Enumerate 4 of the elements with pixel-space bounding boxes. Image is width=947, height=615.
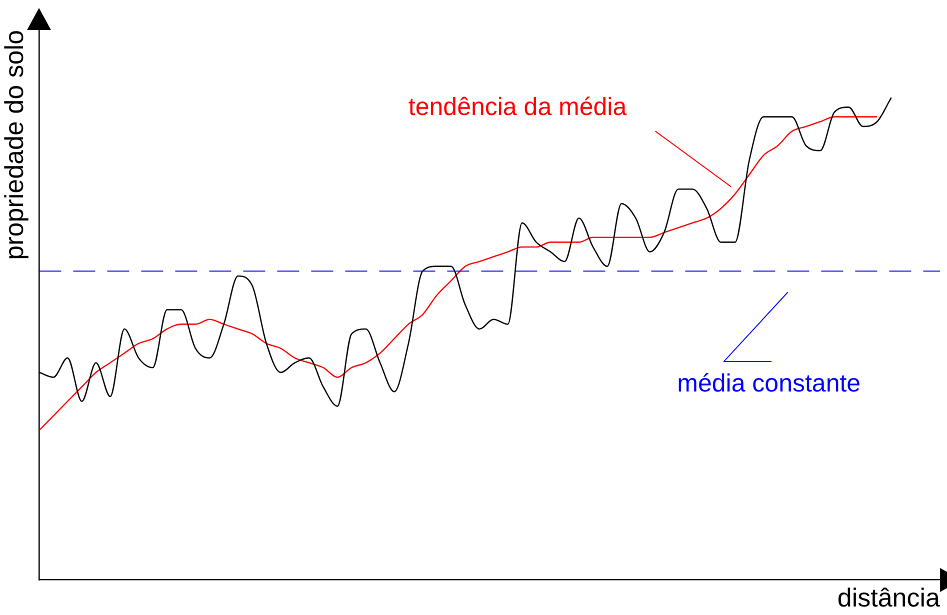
text: tendência da média [408,92,627,121]
x-axis-title: distância [837,582,941,613]
y-axis-title: propriedade do solo [0,30,29,260]
ref-line-label: média constante [677,370,861,398]
